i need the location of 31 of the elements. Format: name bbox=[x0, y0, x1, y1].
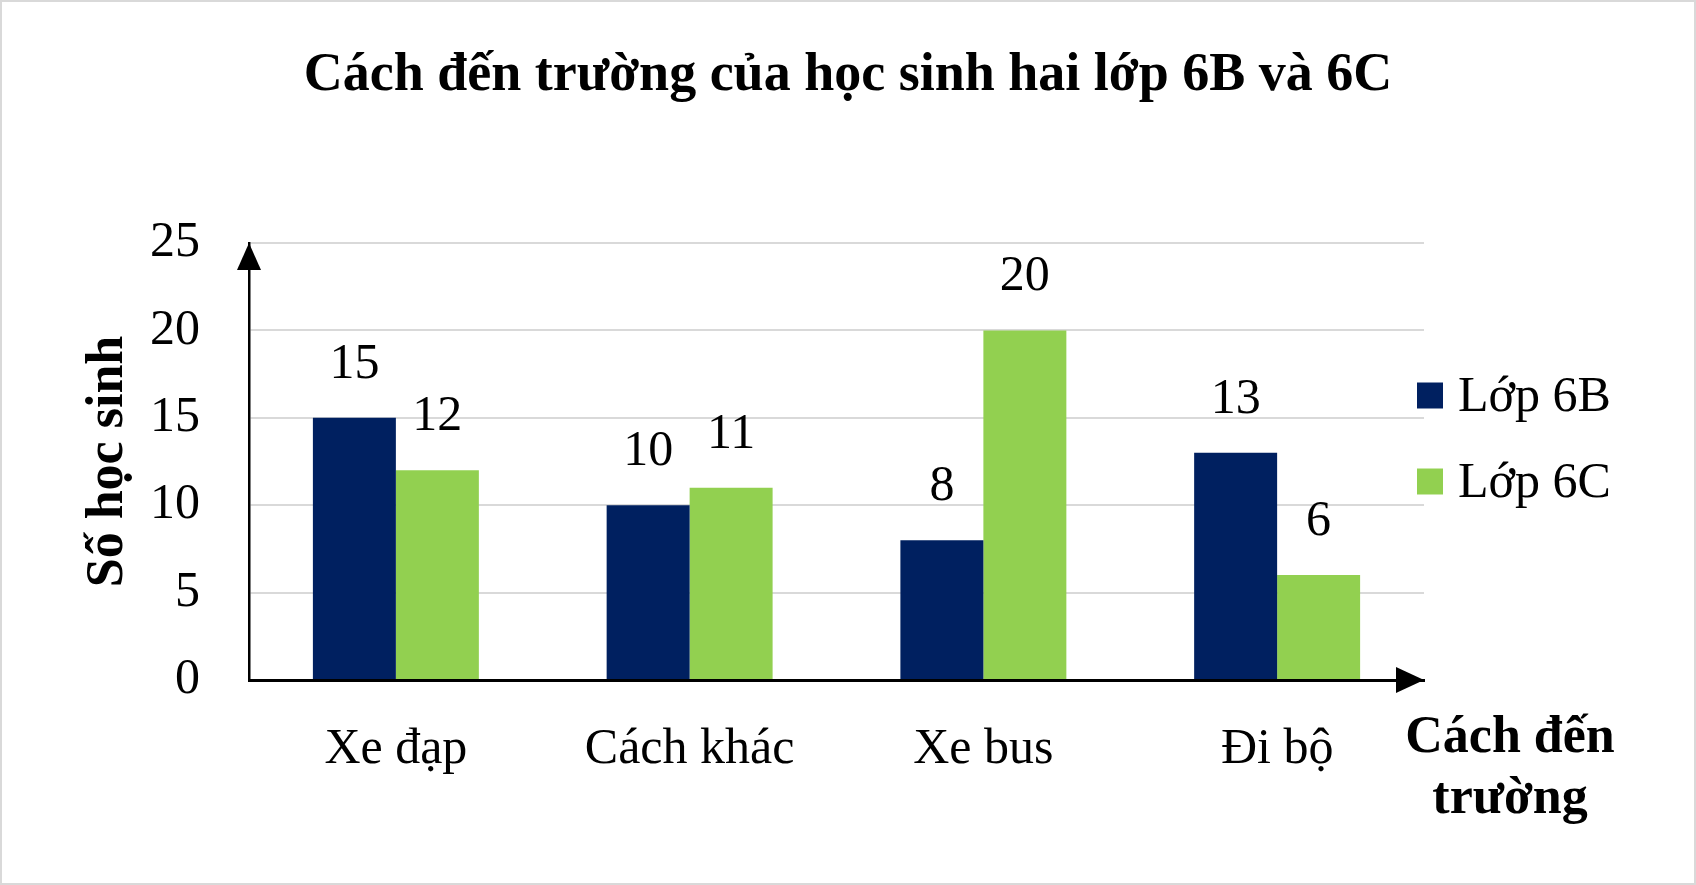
y-tick-label: 10 bbox=[150, 473, 200, 530]
data-label: 6 bbox=[1306, 490, 1332, 547]
x-tick-label: Đi bộ bbox=[1220, 718, 1334, 775]
data-label: 20 bbox=[999, 245, 1050, 302]
legend-label: Lớp 6B bbox=[1458, 365, 1611, 422]
x-tick-label: Cách khác bbox=[584, 718, 795, 775]
x-axis-title: Cách đến trường bbox=[1405, 706, 1615, 825]
y-tick-label: 25 bbox=[150, 211, 200, 268]
data-label: 12 bbox=[412, 385, 463, 442]
y-tick-label: 5 bbox=[175, 560, 200, 617]
data-label: 8 bbox=[929, 455, 955, 512]
data-label: 15 bbox=[329, 332, 380, 389]
x-tick-label: Xe bus bbox=[913, 718, 1054, 775]
x-tick-label: Xe đạp bbox=[324, 718, 468, 775]
bar bbox=[395, 470, 479, 679]
legend-label: Lớp 6C bbox=[1458, 451, 1611, 508]
bar bbox=[689, 487, 773, 679]
data-label: 11 bbox=[707, 402, 756, 459]
bar bbox=[983, 330, 1067, 679]
bar bbox=[606, 505, 690, 679]
data-label: 10 bbox=[623, 420, 674, 477]
y-tick-label: 20 bbox=[150, 298, 200, 355]
chart-title: Cách đến trường của học sinh hai lớp 6B và 6C bbox=[303, 41, 1393, 102]
data-label: 13 bbox=[1210, 367, 1261, 424]
bar bbox=[1277, 575, 1361, 679]
bar bbox=[900, 540, 984, 679]
bar bbox=[312, 417, 396, 679]
bar bbox=[1194, 452, 1278, 679]
y-tick-label: 15 bbox=[150, 385, 200, 442]
y-tick-label: 0 bbox=[175, 648, 200, 705]
y-axis-title: Số học sinh bbox=[75, 335, 133, 588]
